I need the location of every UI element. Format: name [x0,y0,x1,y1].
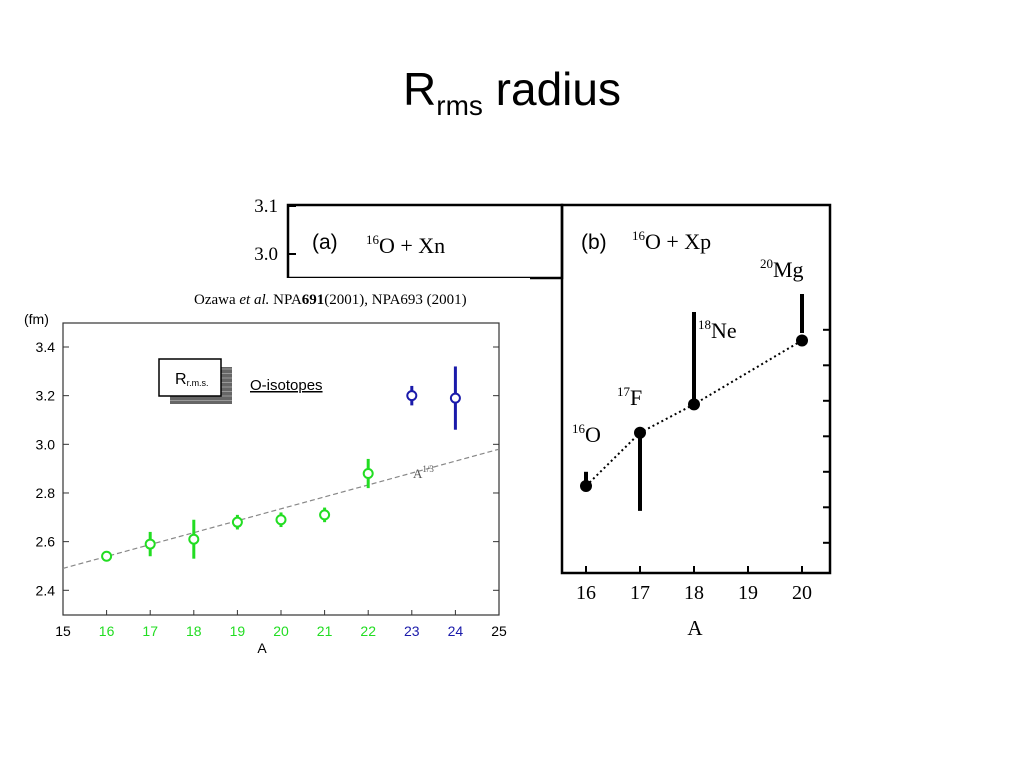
y-tick-label: 3.4 [36,339,56,355]
panel-b-label: (b) [581,231,607,254]
panel-b-x-tick-label: 20 [792,582,812,604]
fit-line [62,448,500,569]
panel-a-label: (a) [312,231,338,254]
panel-b-data-point [580,480,592,492]
citation: Ozawa et al. NPA691(2001), NPA693 (2001) [194,292,467,308]
panel-left: Ozawa et al. NPA691(2001), NPA693 (2001)… [10,278,530,664]
data-point [231,516,243,528]
panel-a-y-tick-label: 3.0 [254,244,278,265]
panel-b: 16 17 18 19 20 A (b) 16O + Xp 16O 17F 18Ne 20Mg [560,203,832,640]
panel-b-x-tick-label: 16 [576,582,596,604]
x-axis-label: A [257,640,267,656]
panel-b-trend-line [585,339,803,487]
x-tick-label: 21 [317,623,333,639]
y-axis-unit: (fm) [24,311,49,327]
x-tick-label: 15 [55,623,71,639]
panel-b-data-point [634,426,646,439]
panel-b-data-point [688,398,700,411]
x-tick-label: 25 [491,623,507,639]
data-point [449,392,461,404]
panel-b-point-label: 18Ne [698,317,737,343]
y-tick-label: 3.2 [36,388,56,404]
data-point [188,533,200,545]
panel-b-frame [560,203,832,575]
x-tick-label: 17 [142,623,158,639]
panel-b-data-point [796,334,808,347]
panel-b-point-label: 20Mg [760,256,804,282]
panel-b-x-axis-label: A [687,616,703,640]
inset-box [158,358,222,397]
panel-b-x-tick-label: 17 [630,582,650,604]
data-point [275,514,287,526]
x-tick-label: 24 [448,623,464,639]
panel-a-y-tick-label: 3.1 [254,196,278,217]
x-tick-label: 16 [99,623,115,639]
data-point [144,538,156,550]
x-tick-label: 22 [360,623,376,639]
inset-label: Rr.m.s. [175,371,209,388]
data-point [362,468,374,480]
series-label: O-isotopes [250,377,323,394]
panel-b-x-tick-label: 19 [738,582,758,604]
left-chart-background [10,278,530,664]
x-tick-label: 20 [273,623,289,639]
data-point [406,390,418,402]
panel-a-reaction: 16O + Xn [366,232,445,258]
fit-label: A1/3 [413,464,434,481]
slide-title: Rrms radius [403,63,621,121]
panel-b-point-label: 17F [617,384,642,410]
x-tick-label: 19 [230,623,246,639]
y-tick-label: 2.4 [36,582,56,598]
panel-b-point-label: 16O [572,421,601,447]
x-tick-label: 18 [186,623,202,639]
data-point [101,550,113,562]
y-tick-label: 2.6 [36,534,56,550]
panel-b-x-tick-label: 18 [684,582,704,604]
panel-b-reaction: 16O + Xp [632,228,711,254]
data-point [319,509,331,521]
y-tick-label: 2.8 [36,485,56,501]
x-tick-label: 23 [404,623,420,639]
panel-a: 3.1 3.0 (a) 16O + Xn [254,196,564,280]
y-tick-label: 3.0 [36,436,56,452]
